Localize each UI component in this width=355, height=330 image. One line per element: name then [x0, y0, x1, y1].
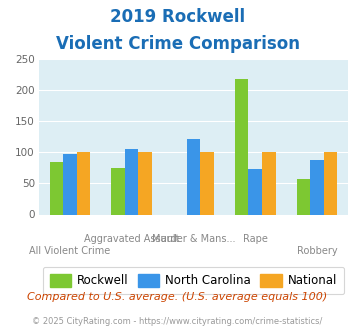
Bar — [248, 169, 262, 214]
Bar — [200, 152, 214, 214]
Text: © 2025 CityRating.com - https://www.cityrating.com/crime-statistics/: © 2025 CityRating.com - https://www.city… — [32, 317, 323, 326]
Bar — [187, 140, 200, 214]
Text: Robbery: Robbery — [297, 247, 337, 256]
Text: Violent Crime Comparison: Violent Crime Comparison — [55, 35, 300, 53]
Text: Compared to U.S. average. (U.S. average equals 100): Compared to U.S. average. (U.S. average … — [27, 292, 328, 302]
Text: 2019 Rockwell: 2019 Rockwell — [110, 8, 245, 26]
Bar — [125, 149, 138, 214]
Bar — [77, 152, 90, 214]
Text: Aggravated Assault: Aggravated Assault — [84, 234, 180, 244]
Bar — [297, 179, 310, 214]
Bar — [310, 160, 324, 214]
Text: All Violent Crime: All Violent Crime — [29, 247, 110, 256]
Bar — [262, 152, 275, 214]
Legend: Rockwell, North Carolina, National: Rockwell, North Carolina, National — [43, 267, 344, 294]
Bar — [111, 168, 125, 214]
Bar — [138, 152, 152, 214]
Bar — [235, 79, 248, 214]
Text: Murder & Mans...: Murder & Mans... — [152, 234, 235, 244]
Bar — [324, 152, 337, 214]
Bar — [63, 154, 77, 214]
Text: Rape: Rape — [243, 234, 268, 244]
Bar — [50, 162, 63, 214]
